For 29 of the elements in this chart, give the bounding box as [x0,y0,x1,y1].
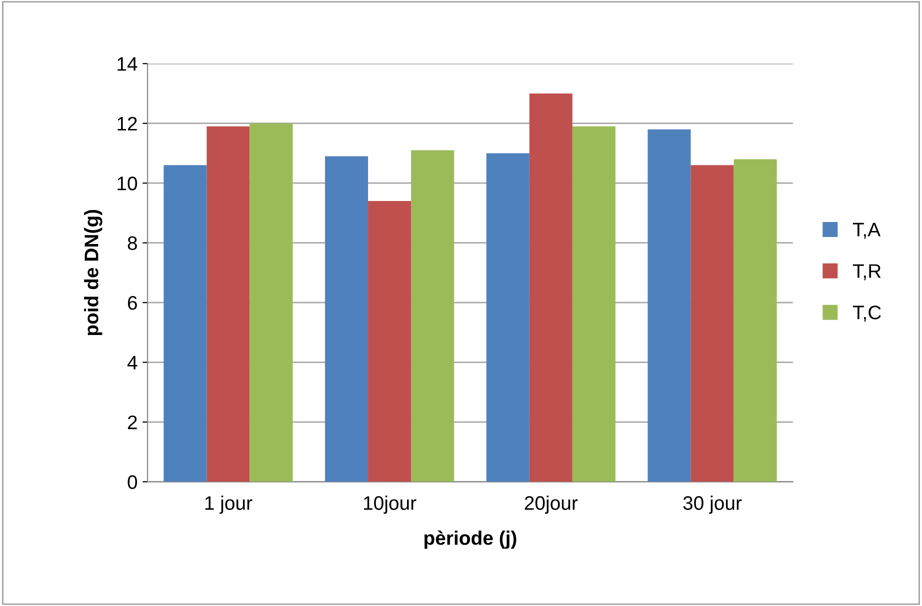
legend-label: T,R [852,264,881,280]
y-tick-label: 14 [118,57,138,71]
y-tick-label: 4 [127,356,138,370]
y-tick-label: 10 [118,176,138,190]
bar [648,129,691,482]
x-tick-label: 10jour [364,496,416,514]
y-axis-title: poid de DN(g) [84,210,102,336]
bar [690,165,734,482]
y-tick-label: 8 [128,236,137,250]
legend-label: T,C [852,306,881,322]
bar [734,159,777,482]
x-tick-label: 1 jour [205,496,252,514]
y-tick-label: 2 [128,416,137,430]
bar [325,156,368,482]
bar [164,165,207,482]
bar [529,93,572,482]
y-tick-label: 12 [118,116,137,130]
x-axis-title: pèriode (j) [424,530,516,549]
bar [250,123,293,482]
y-tick-label: 0 [128,475,138,490]
bar [486,153,530,482]
y-tick-label: 6 [128,296,137,310]
bar [206,126,250,482]
x-tick-label: 30 jour [683,496,742,514]
x-tick-label: 20jour [524,496,578,514]
bar [572,126,616,482]
bar [411,150,454,482]
bar [368,201,412,482]
legend-label: T,A [852,222,881,239]
